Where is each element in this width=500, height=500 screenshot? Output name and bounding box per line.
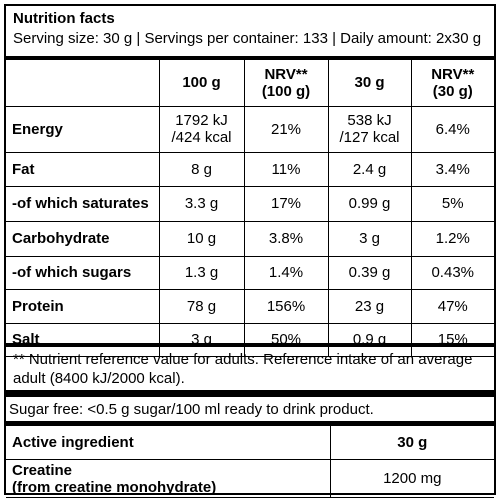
table-bottom-divider: [6, 343, 494, 347]
active-ingredient-table: Active ingredient 30 g Creatine (from cr…: [6, 425, 494, 498]
nrv-30g: 47%: [410, 288, 494, 324]
nrv-100g: 11%: [243, 151, 329, 187]
table-row-sugars: -of which sugars 1.3 g 1.4% 0.39 g 0.43%: [6, 255, 494, 290]
row-label: Carbohydrate: [6, 220, 160, 257]
ingredient-name: Creatine (from creatine monohydrate): [6, 459, 331, 498]
value-100g: 78 g: [158, 288, 245, 324]
table-row-energy: Energy 1792 kJ /424 kcal 21% 538 kJ /127…: [6, 105, 494, 153]
nrv-100g: 156%: [243, 288, 329, 324]
value-30g: 538 kJ /127 kcal: [327, 105, 412, 153]
value-100g: 8 g: [158, 151, 245, 187]
row-label: -of which saturates: [6, 185, 160, 222]
ingredient-amount: 1200 mg: [329, 459, 494, 498]
value-100g: 3.3 g: [158, 185, 245, 222]
nrv-30g: 6.4%: [410, 105, 494, 153]
nrv-footnote: ** Nutrient reference value for adults. …: [13, 351, 473, 387]
footnote-divider: [6, 390, 494, 396]
header-nrv-30g-line2: (30 g): [432, 82, 473, 100]
ingredient-name-line2: (from creatine monohydrate): [12, 478, 217, 496]
row-label: Protein: [6, 288, 160, 324]
active-ingredient-header: Active ingredient 30 g: [6, 425, 494, 460]
nrv-30g: 0.43%: [410, 255, 494, 290]
header-blank: [6, 60, 160, 107]
header-nrv-100g-line2: (100 g): [261, 82, 311, 100]
value-30g: 23 g: [327, 288, 412, 324]
value-30g: 0.9 g: [327, 322, 412, 357]
nrv-30g: 1.2%: [410, 220, 494, 257]
nrv-30g: 3.4%: [410, 151, 494, 187]
value-100g: 3 g: [158, 322, 245, 357]
nrv-100g: 21%: [243, 105, 329, 153]
value-30g: 2.4 g: [327, 151, 412, 187]
table-row-carbohydrate: Carbohydrate 10 g 3.8% 3 g 1.2%: [6, 220, 494, 257]
nutrition-table: 100 g NRV** (100 g) 30 g NRV** (30 g) En…: [6, 60, 494, 357]
table-header-row: 100 g NRV** (100 g) 30 g NRV** (30 g): [6, 60, 494, 107]
header-divider: [6, 56, 494, 60]
value-100g-kcal: /424 kcal: [171, 129, 232, 146]
serving-info: Serving size: 30 g | Servings per contai…: [13, 30, 482, 47]
nrv-100g: 3.8%: [243, 220, 329, 257]
value-100g: 1792 kJ /424 kcal: [158, 105, 245, 153]
nrv-100g: 1.4%: [243, 255, 329, 290]
header-100g: 100 g: [158, 60, 245, 107]
ingredient-name-line1: Creatine: [12, 461, 73, 479]
nutrition-label: Nutrition facts Serving size: 30 g | Ser…: [4, 4, 496, 498]
value-30g-kj: 538 kJ: [347, 112, 392, 129]
header-30g: 30 g: [327, 60, 412, 107]
row-label: -of which sugars: [6, 255, 160, 290]
active-ingredient-row-creatine: Creatine (from creatine monohydrate) 120…: [6, 459, 494, 498]
table-row-saturates: -of which saturates 3.3 g 17% 0.99 g 5%: [6, 185, 494, 222]
header-nrv-100g: NRV** (100 g): [243, 60, 329, 107]
value-100g: 10 g: [158, 220, 245, 257]
active-ingredient-label: Active ingredient: [6, 425, 331, 460]
value-30g-kcal: /127 kcal: [339, 129, 400, 146]
sugar-free-note: Sugar free: <0.5 g sugar/100 ml ready to…: [6, 396, 494, 422]
value-30g: 3 g: [327, 220, 412, 257]
header-nrv-30g-line1: NRV**: [431, 65, 475, 83]
value-30g: 0.99 g: [327, 185, 412, 222]
label-title: Nutrition facts: [13, 10, 115, 27]
row-label: Fat: [6, 151, 160, 187]
row-label: Energy: [6, 105, 160, 153]
label-header: Nutrition facts Serving size: 30 g | Ser…: [6, 6, 494, 56]
value-100g: 1.3 g: [158, 255, 245, 290]
header-nrv-30g: NRV** (30 g): [410, 60, 494, 107]
active-divider: [6, 421, 494, 425]
value-100g-kj: 1792 kJ: [175, 112, 228, 129]
table-row-protein: Protein 78 g 156% 23 g 47%: [6, 288, 494, 324]
active-ingredient-amount-header: 30 g: [329, 425, 494, 460]
value-30g: 0.39 g: [327, 255, 412, 290]
nrv-100g: 17%: [243, 185, 329, 222]
table-row-salt: Salt 3 g 50% 0.9 g 15%: [6, 322, 494, 357]
header-nrv-100g-line1: NRV**: [264, 65, 308, 83]
table-row-fat: Fat 8 g 11% 2.4 g 3.4%: [6, 151, 494, 187]
nrv-30g: 5%: [410, 185, 494, 222]
